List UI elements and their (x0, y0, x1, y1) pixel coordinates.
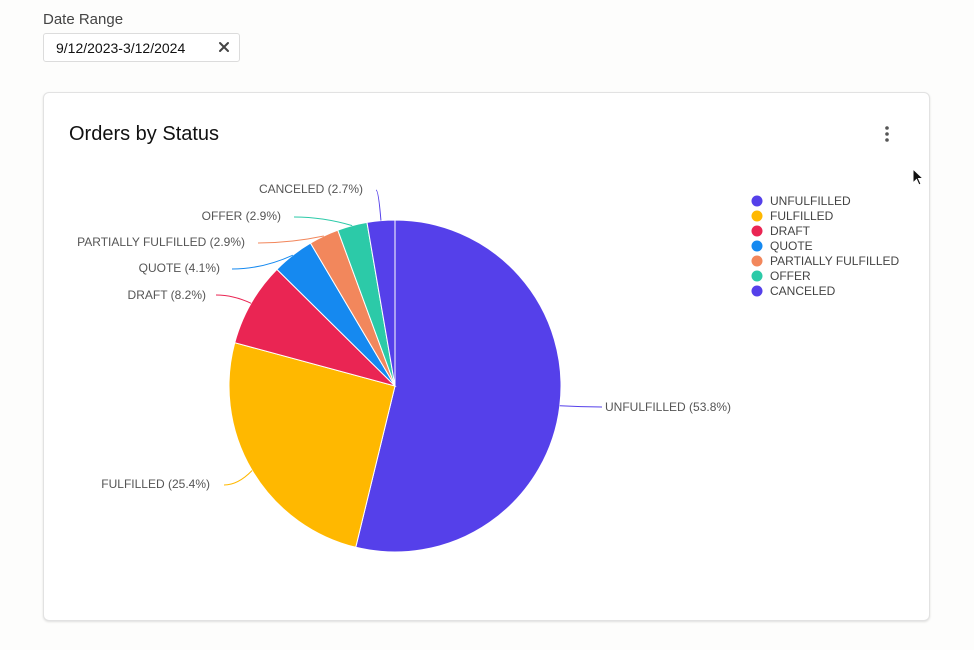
legend-label: QUOTE (770, 239, 813, 253)
legend-marker (751, 195, 763, 207)
date-range-field[interactable]: 9/12/2023-3/12/2024 (43, 33, 240, 62)
slice-label-fulfilled: FULFILLED (25.4%) (101, 477, 210, 491)
chart-legend: UNFULFILLEDFULFILLEDDRAFTQUOTEPARTIALLY … (751, 194, 900, 298)
legend-marker (751, 240, 763, 252)
legend-item-fulfilled[interactable]: FULFILLED (751, 209, 834, 223)
leader-line-quote (231, 254, 294, 270)
slice-label-quote: QUOTE (4.1%) (139, 261, 220, 275)
legend-item-offer[interactable]: OFFER (751, 269, 811, 283)
legend-item-draft[interactable]: DRAFT (751, 224, 811, 238)
legend-marker (751, 285, 763, 297)
leader-line-fulfilled (223, 470, 253, 486)
more-vertical-icon[interactable] (882, 125, 892, 143)
leader-line-canceled (375, 189, 382, 221)
chart-title: Orders by Status (69, 123, 220, 145)
legend-label: OFFER (770, 269, 811, 283)
date-range-label: Date Range (43, 11, 124, 28)
legend-label: PARTIALLY FULFILLED (770, 254, 899, 268)
legend-marker (751, 255, 763, 267)
slice-label-unfulfilled: UNFULFILLED (53.8%) (605, 400, 731, 414)
chart-card: Orders by Status UNFULFILLED (53.8%) FULF… (43, 92, 930, 621)
legend-label: FULFILLED (770, 209, 834, 223)
legend-item-partially-fulfilled[interactable]: PARTIALLY FULFILLED (751, 254, 900, 268)
pie-chart: UNFULFILLED (53.8%) FULFILLED (25.4%) DRAF… (77, 182, 900, 553)
legend-marker (751, 210, 763, 222)
legend-marker (751, 225, 763, 237)
mouse-pointer-icon (912, 168, 925, 186)
pie-slice-unfulfilled[interactable] (355, 219, 562, 553)
legend-item-canceled[interactable]: CANCELED (751, 284, 836, 298)
leader-line-unfulfilled (559, 405, 603, 408)
pie-slices (228, 219, 562, 553)
leader-line-partially-fulfilled (257, 235, 324, 244)
slice-label-partially-fulfilled: PARTIALLY FULFILLED (2.9%) (77, 235, 245, 249)
leader-line-draft (215, 294, 252, 304)
legend-item-quote[interactable]: QUOTE (751, 239, 813, 253)
legend-label: CANCELED (770, 284, 836, 298)
legend-marker (751, 270, 763, 282)
slice-label-offer: OFFER (2.9%) (202, 209, 281, 223)
legend-label: DRAFT (770, 224, 811, 238)
date-range-value[interactable]: 9/12/2023-3/12/2024 (56, 40, 186, 56)
legend-item-unfulfilled[interactable]: UNFULFILLED (751, 194, 852, 208)
legend-label: UNFULFILLED (770, 194, 851, 208)
close-icon[interactable] (217, 40, 231, 54)
slice-label-draft: DRAFT (8.2%) (128, 288, 206, 302)
pie-slice-fulfilled[interactable] (228, 342, 396, 548)
leader-line-offer (293, 216, 353, 227)
slice-label-canceled: CANCELED (2.7%) (259, 182, 363, 196)
pie-labels: UNFULFILLED (53.8%) FULFILLED (25.4%) DRAF… (77, 182, 731, 491)
